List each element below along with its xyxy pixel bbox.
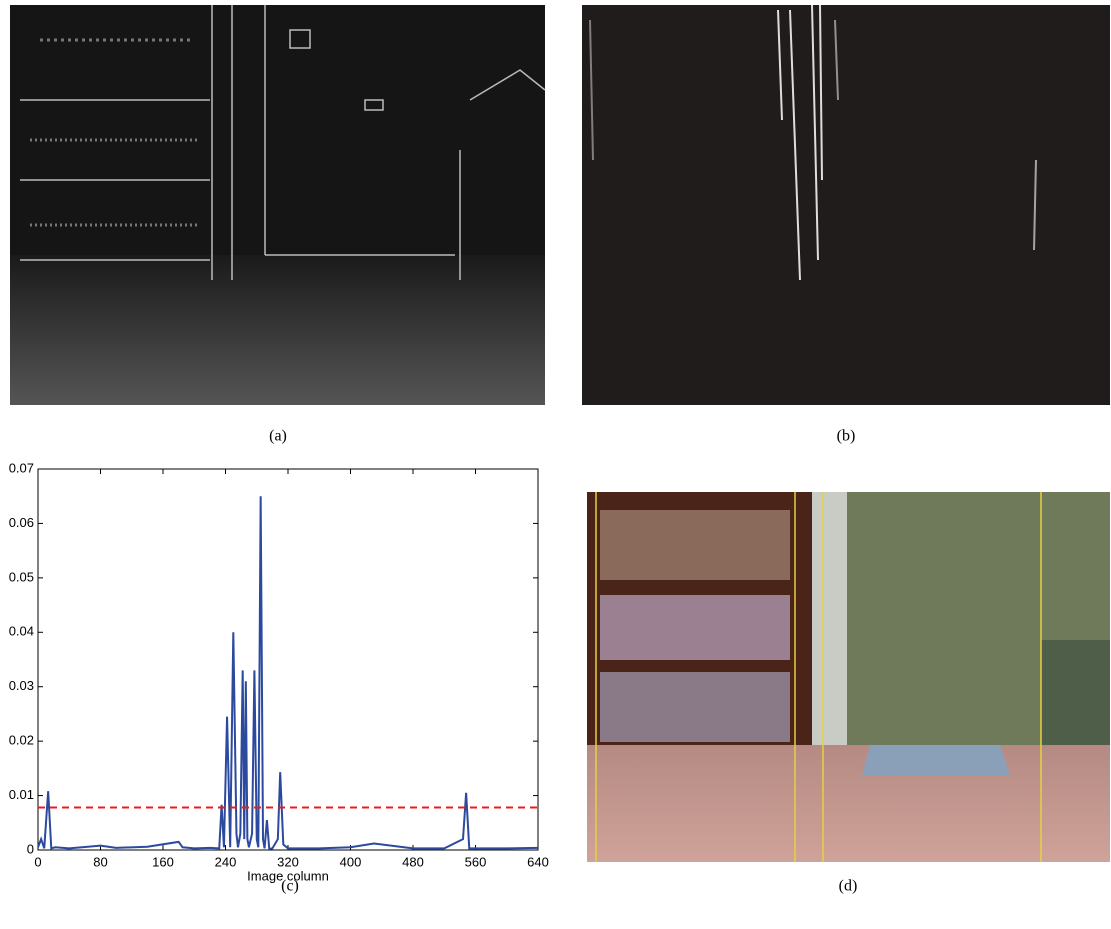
y-tick-label: 0.07 [9, 460, 34, 475]
x-tick-label: 240 [215, 854, 237, 869]
plot-frame [38, 469, 538, 850]
figure: (a) (b) (c) (d) 00.010.020.030.040.050.0… [0, 0, 1111, 929]
y-tick-label: 0.05 [9, 569, 34, 584]
x-tick-label: 320 [277, 854, 299, 869]
caption: (a) [269, 428, 287, 445]
x-tick-label: 640 [527, 854, 549, 869]
x-tick-label: 0 [34, 854, 41, 869]
y-tick-label: 0.03 [9, 678, 34, 693]
x-tick-label: 480 [402, 854, 424, 869]
y-tick-label: 0.01 [9, 787, 34, 802]
y-tick-label: 0.04 [9, 624, 34, 639]
x-tick-label: 560 [465, 854, 487, 869]
caption: (b) [837, 428, 856, 445]
y-tick-label: 0.02 [9, 733, 34, 748]
caption: (d) [839, 878, 858, 895]
panel-b-image [582, 5, 1110, 405]
x-tick-label: 80 [93, 854, 107, 869]
panel-d-image [587, 492, 1110, 862]
x-tick-label: 400 [340, 854, 362, 869]
panel-a-image [10, 5, 545, 405]
y-tick-label: 0 [27, 841, 34, 856]
x-tick-label: 160 [152, 854, 174, 869]
x-axis-label: Image column [247, 868, 329, 883]
page: (a) (b) (c) (d) 00.010.020.030.040.050.0… [0, 0, 1111, 929]
chart: 0 0.01 0.02 0.03 0.04 0.05 0.06 0.07 0 80 160 240 32… [9, 460, 549, 883]
y-tick-label: 0.06 [9, 515, 34, 530]
